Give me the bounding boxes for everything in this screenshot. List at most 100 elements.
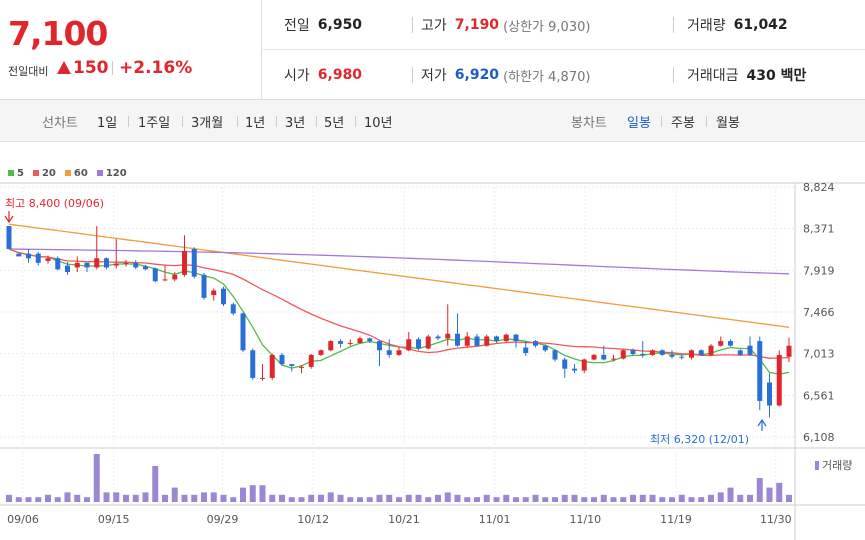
quote-summary: 7,100 전일대비 150 +2.16% 전일 6,950 고가 7,190 … xyxy=(0,0,865,100)
volume-bar xyxy=(142,492,149,502)
period-10y-button[interactable]: 10년 xyxy=(364,115,393,131)
volume-bar xyxy=(639,494,646,502)
divider xyxy=(182,116,183,127)
volume-bar xyxy=(279,494,285,502)
volume-bar xyxy=(405,494,412,502)
divider xyxy=(673,17,674,33)
candle-body xyxy=(250,350,256,378)
period-1d-button[interactable]: 1일 xyxy=(97,115,118,131)
period-1y-button[interactable]: 1년 xyxy=(245,115,266,131)
period-3y-button[interactable]: 3년 xyxy=(285,115,306,131)
candle-body xyxy=(601,354,607,360)
candle-body xyxy=(74,262,80,268)
volume-bar xyxy=(327,492,334,502)
volume-bar xyxy=(54,497,61,502)
quote-row-2: 시가 6,980 저가 6,920 (하한가 4,870) 거래대금 430 백… xyxy=(263,50,865,100)
legend-ma5: 5 xyxy=(8,168,24,179)
volume-legend-swatch xyxy=(815,461,819,470)
candle-body xyxy=(211,290,217,296)
y-tick-label: 8,371 xyxy=(803,223,835,236)
volume-bar xyxy=(103,492,110,502)
x-tick-label: 09/29 xyxy=(207,513,239,526)
candle-body xyxy=(396,350,402,355)
volume-bar xyxy=(386,494,393,502)
candle-body xyxy=(757,341,763,401)
volume-bar xyxy=(230,497,237,502)
divider xyxy=(237,116,238,127)
volume-bar xyxy=(113,492,120,502)
volume-bar xyxy=(347,497,354,502)
high-value: 7,190 xyxy=(454,17,500,33)
volume-bar xyxy=(630,494,636,502)
x-tick-label: 10/12 xyxy=(297,513,329,526)
volume-bar xyxy=(747,494,753,502)
volume-bar xyxy=(6,494,12,502)
candle-body xyxy=(679,356,685,358)
candle-body xyxy=(6,226,12,250)
change-percent: +2.16% xyxy=(119,58,193,78)
volume-bar xyxy=(435,494,441,502)
candle-body xyxy=(240,313,246,351)
prev-close-value: 6,950 xyxy=(317,17,363,33)
volume-bar xyxy=(776,482,783,502)
volume-bar xyxy=(649,494,656,502)
volume-bar xyxy=(454,494,461,502)
volume-bar xyxy=(74,494,81,502)
candle-monthly-button[interactable]: 월봉 xyxy=(716,115,740,131)
x-tick-label: 11/30 xyxy=(760,513,792,526)
candle-weekly-button[interactable]: 주봉 xyxy=(671,115,695,131)
volume-bar xyxy=(522,497,529,502)
candle-body xyxy=(533,341,538,346)
volume-bar xyxy=(600,494,607,502)
candle-body xyxy=(552,350,558,360)
open-value: 6,980 xyxy=(317,67,363,83)
x-tick-label: 10/21 xyxy=(388,513,420,526)
legend-swatch xyxy=(8,170,14,176)
current-price-box: 7,100 전일대비 150 +2.16% xyxy=(0,0,262,100)
candle-body xyxy=(172,274,178,280)
volume-bar xyxy=(493,497,500,502)
candle-body xyxy=(455,333,460,346)
candle-daily-button[interactable]: 일봉 xyxy=(627,115,651,131)
volume-bar xyxy=(318,494,324,502)
high-cell: 고가 7,190 (상한가 9,030) xyxy=(421,0,590,50)
legend-swatch xyxy=(32,170,39,176)
candle-body xyxy=(182,250,187,275)
candle-body xyxy=(308,354,314,367)
y-tick-label: 7,466 xyxy=(803,306,835,319)
volume-bar xyxy=(737,494,744,502)
volume-legend-label: 거래량 xyxy=(822,459,852,472)
candle-body xyxy=(338,341,343,344)
divider xyxy=(412,67,413,83)
volume-bar xyxy=(542,497,549,502)
volume-bar xyxy=(591,497,597,502)
y-tick-label: 6,108 xyxy=(803,431,835,444)
candle-body xyxy=(328,341,334,351)
y-tick-label: 7,919 xyxy=(803,264,835,277)
period-3m-button[interactable]: 3개월 xyxy=(191,115,224,131)
period-5y-button[interactable]: 5년 xyxy=(324,115,345,131)
change-divider xyxy=(112,61,113,75)
ma-legend: 5 20 60 120 xyxy=(8,165,136,181)
candle-body xyxy=(630,350,636,354)
x-tick-label: 09/06 xyxy=(7,513,39,526)
period-1w-button[interactable]: 1주일 xyxy=(138,115,171,131)
volume-bar xyxy=(532,494,539,502)
ma20-line xyxy=(8,248,790,359)
amount-cell: 거래대금 430 백만 xyxy=(687,50,806,100)
volume-bar xyxy=(678,494,685,502)
divider xyxy=(412,17,413,33)
volume-bar xyxy=(483,494,490,502)
volume-bar xyxy=(552,497,558,502)
volume-bar xyxy=(727,487,734,502)
candle-body xyxy=(162,279,168,281)
volume-label: 거래량 xyxy=(687,18,726,34)
volume-bar xyxy=(571,494,578,502)
candle-body xyxy=(113,263,119,266)
divider xyxy=(355,116,356,127)
volume-bar xyxy=(64,492,71,502)
candle-body xyxy=(572,368,577,371)
candle-body xyxy=(152,268,158,282)
high-label: 고가 xyxy=(421,18,447,34)
